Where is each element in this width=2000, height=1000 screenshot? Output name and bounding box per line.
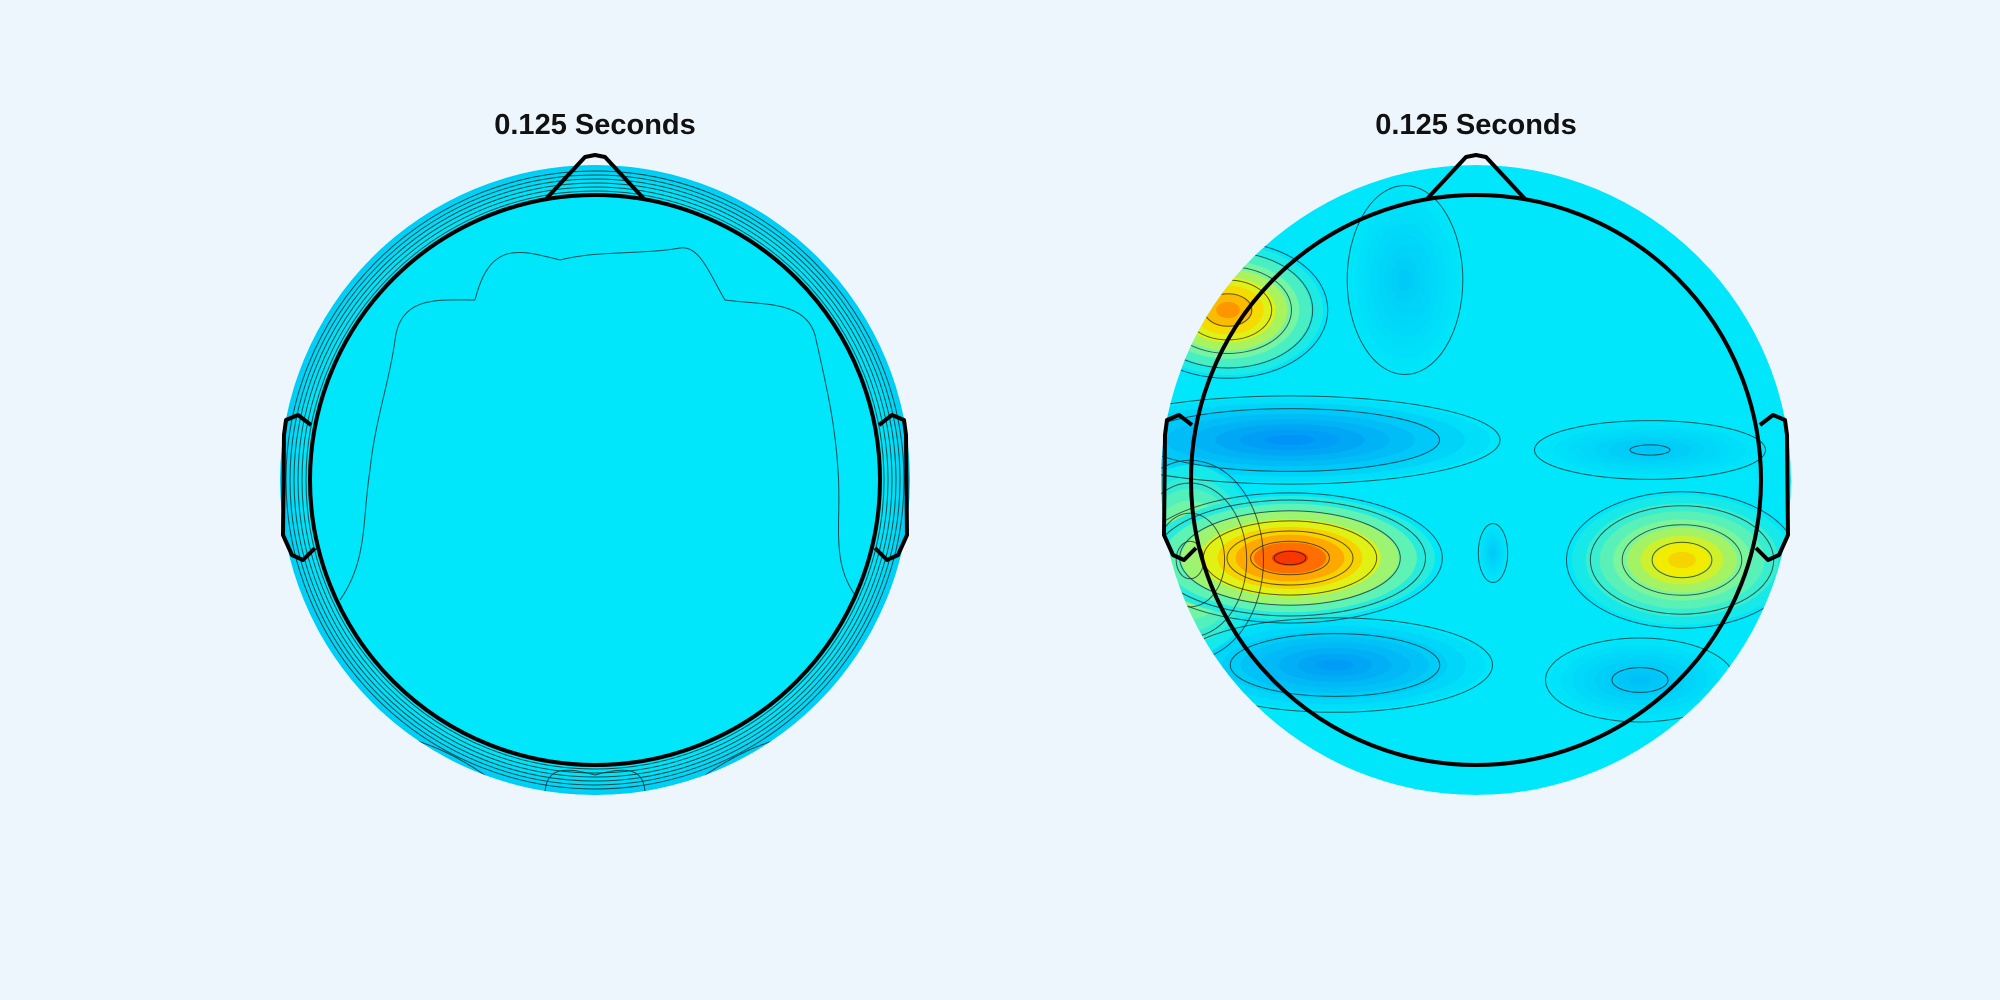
contour-line [1250, 540, 1330, 576]
topoplot-left: 0.125 Seconds [280, 109, 910, 795]
right-ear-left [873, 413, 909, 562]
contour-ring [293, 178, 897, 782]
heat-cell [1491, 549, 1495, 557]
contour-line [1621, 524, 1743, 596]
contour-line [1161, 499, 1426, 617]
contour-line [1161, 395, 1501, 485]
heat-cell [1216, 301, 1240, 319]
contour-line [1566, 491, 1791, 629]
topoplot-right: 0.125 Seconds [1161, 109, 1791, 795]
head-outline-left [281, 153, 909, 767]
contour-line [1629, 444, 1671, 456]
nose-left [543, 153, 647, 202]
contour-line [1611, 667, 1669, 693]
plot-title-left: 0.125 Seconds [494, 109, 696, 141]
scalp-map-right [1161, 165, 1791, 795]
right-ear-right [1754, 413, 1790, 562]
contour-line [1226, 530, 1354, 586]
heat-cell [1271, 550, 1309, 566]
heat-cell [1636, 446, 1664, 454]
scalp-edge-shade-left [280, 165, 910, 795]
contour-line [1161, 408, 1440, 472]
plot-title-right: 0.125 Seconds [1375, 109, 1577, 141]
heat-cell [1316, 659, 1354, 671]
contour-line [1534, 420, 1766, 480]
contour-ring [289, 174, 901, 786]
heat-cell [1668, 551, 1696, 569]
contour-ring [297, 182, 893, 778]
contour-line [1589, 505, 1775, 615]
nose-right [1424, 153, 1528, 202]
contour-line [1651, 541, 1713, 579]
contour-wavy-left [339, 247, 856, 601]
left-ear-right [1162, 413, 1198, 562]
left-ear-left [281, 413, 317, 562]
contour-line [1273, 550, 1307, 566]
heat-cell [1628, 675, 1652, 685]
head-outline-right [1162, 153, 1790, 767]
head-circle-right [1189, 193, 1763, 767]
heat-cell [1265, 434, 1315, 446]
scalp-map-left [280, 165, 910, 795]
contour-line [1477, 523, 1509, 583]
contour-ring [285, 170, 905, 790]
contour-line [1161, 492, 1443, 624]
contour-ring [301, 186, 889, 774]
contour-ring [305, 190, 885, 770]
head-circle-left [308, 193, 882, 767]
heat-cell [1398, 268, 1412, 292]
contour-line [1229, 633, 1441, 697]
contour-line [1346, 185, 1464, 375]
